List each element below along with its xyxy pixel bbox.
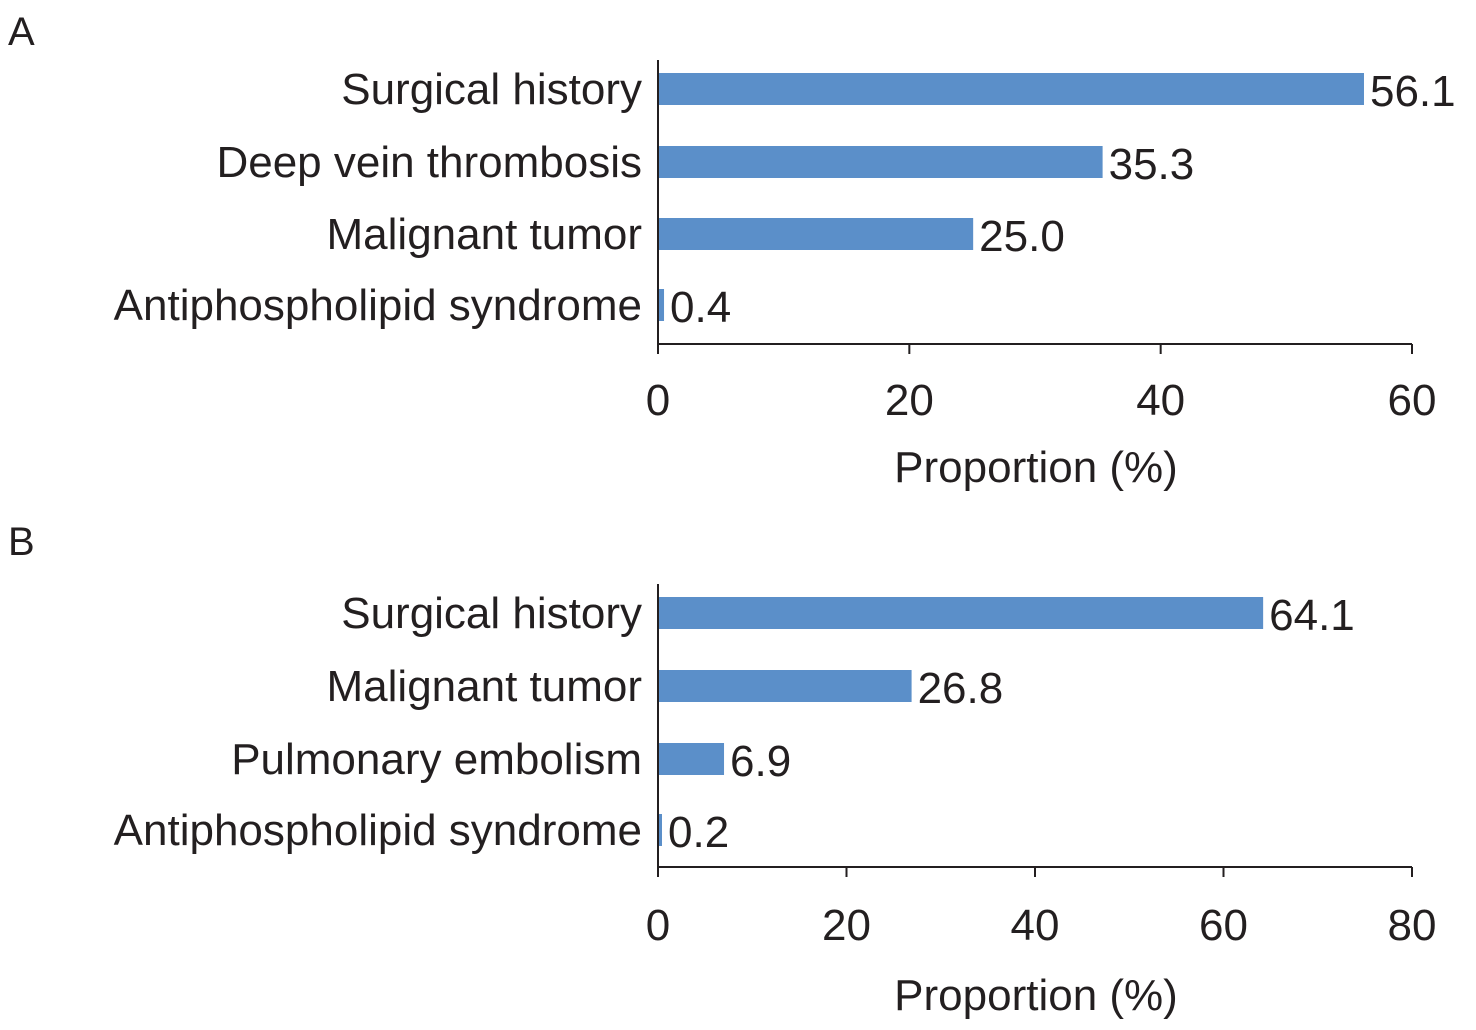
data-label: 0.4 <box>670 283 731 332</box>
category-label: Pulmonary embolism <box>231 735 642 784</box>
category-label: Antiphospholipid syndrome <box>114 806 642 855</box>
bar <box>659 743 725 775</box>
x-tick-label: 60 <box>1199 901 1248 950</box>
bar <box>659 218 974 250</box>
x-axis-title: Proportion (%) <box>894 971 1178 1020</box>
panel-b-chart: B 0 20 40 60 80 Surgical history 64.1 Malignant … <box>8 520 1436 1020</box>
category-label: Malignant tumor <box>327 662 642 711</box>
bar <box>659 814 662 846</box>
data-label: 26.8 <box>918 664 1004 713</box>
x-tick-label: 40 <box>1011 901 1060 950</box>
category-label: Surgical history <box>341 589 642 638</box>
x-tick-label: 20 <box>885 376 934 425</box>
x-tick-label: 80 <box>1388 901 1437 950</box>
category-label: Surgical history <box>341 65 642 114</box>
data-label: 6.9 <box>730 737 791 786</box>
panel-label-b: B <box>8 520 35 564</box>
data-label: 0.2 <box>668 808 729 857</box>
bar <box>659 146 1103 178</box>
bar <box>659 289 665 321</box>
data-label: 35.3 <box>1109 140 1195 189</box>
panel-label-a: A <box>8 10 35 54</box>
x-tick-label: 60 <box>1388 376 1437 425</box>
data-label: 56.1 <box>1370 67 1456 116</box>
category-label: Malignant tumor <box>327 210 642 259</box>
data-label: 64.1 <box>1269 591 1355 640</box>
x-axis-title: Proportion (%) <box>894 443 1178 492</box>
data-label: 25.0 <box>979 212 1065 261</box>
x-tick-label: 0 <box>646 376 670 425</box>
panel-a-chart: A 0 20 40 60 Surgical history 56.1 Deep vein th… <box>8 10 1456 492</box>
bar <box>659 73 1364 105</box>
bar <box>659 597 1264 629</box>
category-label: Deep vein thrombosis <box>216 138 642 187</box>
category-label: Antiphospholipid syndrome <box>114 281 642 330</box>
x-tick-label: 0 <box>646 901 670 950</box>
x-tick-label: 20 <box>822 901 871 950</box>
bar <box>659 670 912 702</box>
x-tick-label: 40 <box>1136 376 1185 425</box>
